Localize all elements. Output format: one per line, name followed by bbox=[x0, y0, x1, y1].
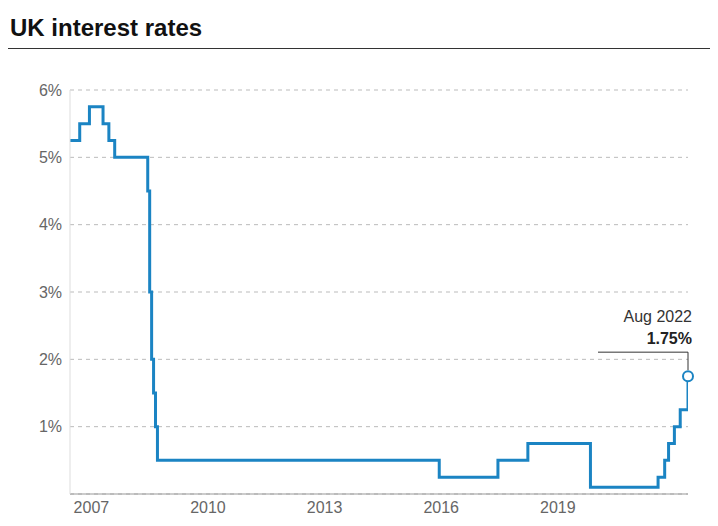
svg-text:2013: 2013 bbox=[307, 499, 343, 516]
svg-text:2019: 2019 bbox=[540, 499, 576, 516]
svg-text:2016: 2016 bbox=[423, 499, 459, 516]
html-text:UK interest rates: UK interest rates bbox=[10, 14, 203, 41]
svg-text:Aug 2022: Aug 2022 bbox=[623, 308, 692, 325]
svg-text:4%: 4% bbox=[39, 216, 62, 233]
svg-text:5%: 5% bbox=[39, 149, 62, 166]
svg-text:2007: 2007 bbox=[74, 499, 110, 516]
svg-text:1%: 1% bbox=[39, 418, 62, 435]
svg-text:3%: 3% bbox=[39, 284, 62, 301]
svg-text:2010: 2010 bbox=[190, 499, 226, 516]
svg-text:2%: 2% bbox=[39, 351, 62, 368]
svg-text:6%: 6% bbox=[39, 82, 62, 99]
svg-text:1.75%: 1.75% bbox=[647, 330, 692, 347]
